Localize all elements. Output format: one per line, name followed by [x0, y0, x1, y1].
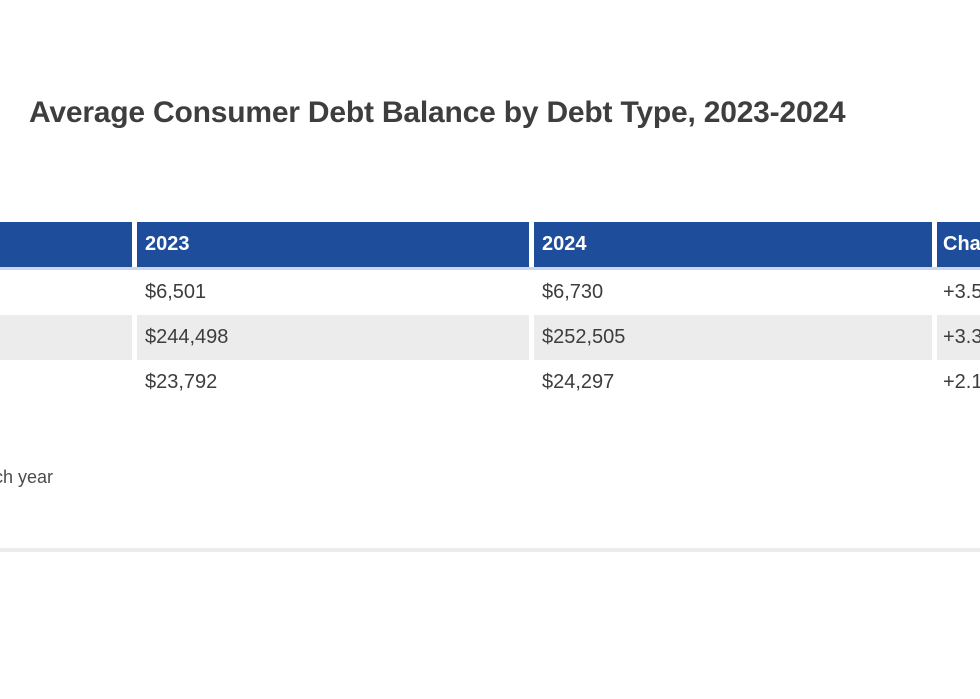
table-row: $6,501 $6,730 +3.5% — [0, 270, 980, 315]
source-footnote-fragment: ch year — [0, 467, 54, 487]
value-2024-cell: $252,505 — [534, 315, 932, 360]
value-2023-cell: $6,501 — [137, 270, 529, 315]
page-title: Average Consumer Debt Balance by Debt Ty… — [29, 96, 846, 129]
header-cell-2024: 2024 — [534, 222, 932, 267]
value-2023-cell: $23,792 — [137, 360, 529, 405]
change-cell: +3.5% — [937, 270, 980, 315]
row-label-cell — [0, 270, 132, 315]
table-row: $244,498 $252,505 +3.3% — [0, 315, 980, 360]
row-label-cell — [0, 315, 132, 360]
row-label-cell — [0, 360, 132, 405]
value-2024-cell: $6,730 — [534, 270, 932, 315]
table-header-row: 2023 2024 Change — [0, 222, 980, 270]
change-cell: +3.3% — [937, 315, 980, 360]
section-divider — [0, 548, 980, 552]
value-2024-cell: $24,297 — [534, 360, 932, 405]
header-cell-2023: 2023 — [137, 222, 529, 267]
value-2023-cell: $244,498 — [137, 315, 529, 360]
change-cell: +2.1% — [937, 360, 980, 405]
header-cell-debt-type — [0, 222, 132, 267]
table-row: $23,792 $24,297 +2.1% — [0, 360, 980, 405]
debt-balance-table: 2023 2024 Change $6,501 $6,730 +3.5% $24… — [0, 222, 980, 405]
header-cell-change: Change — [937, 222, 980, 267]
